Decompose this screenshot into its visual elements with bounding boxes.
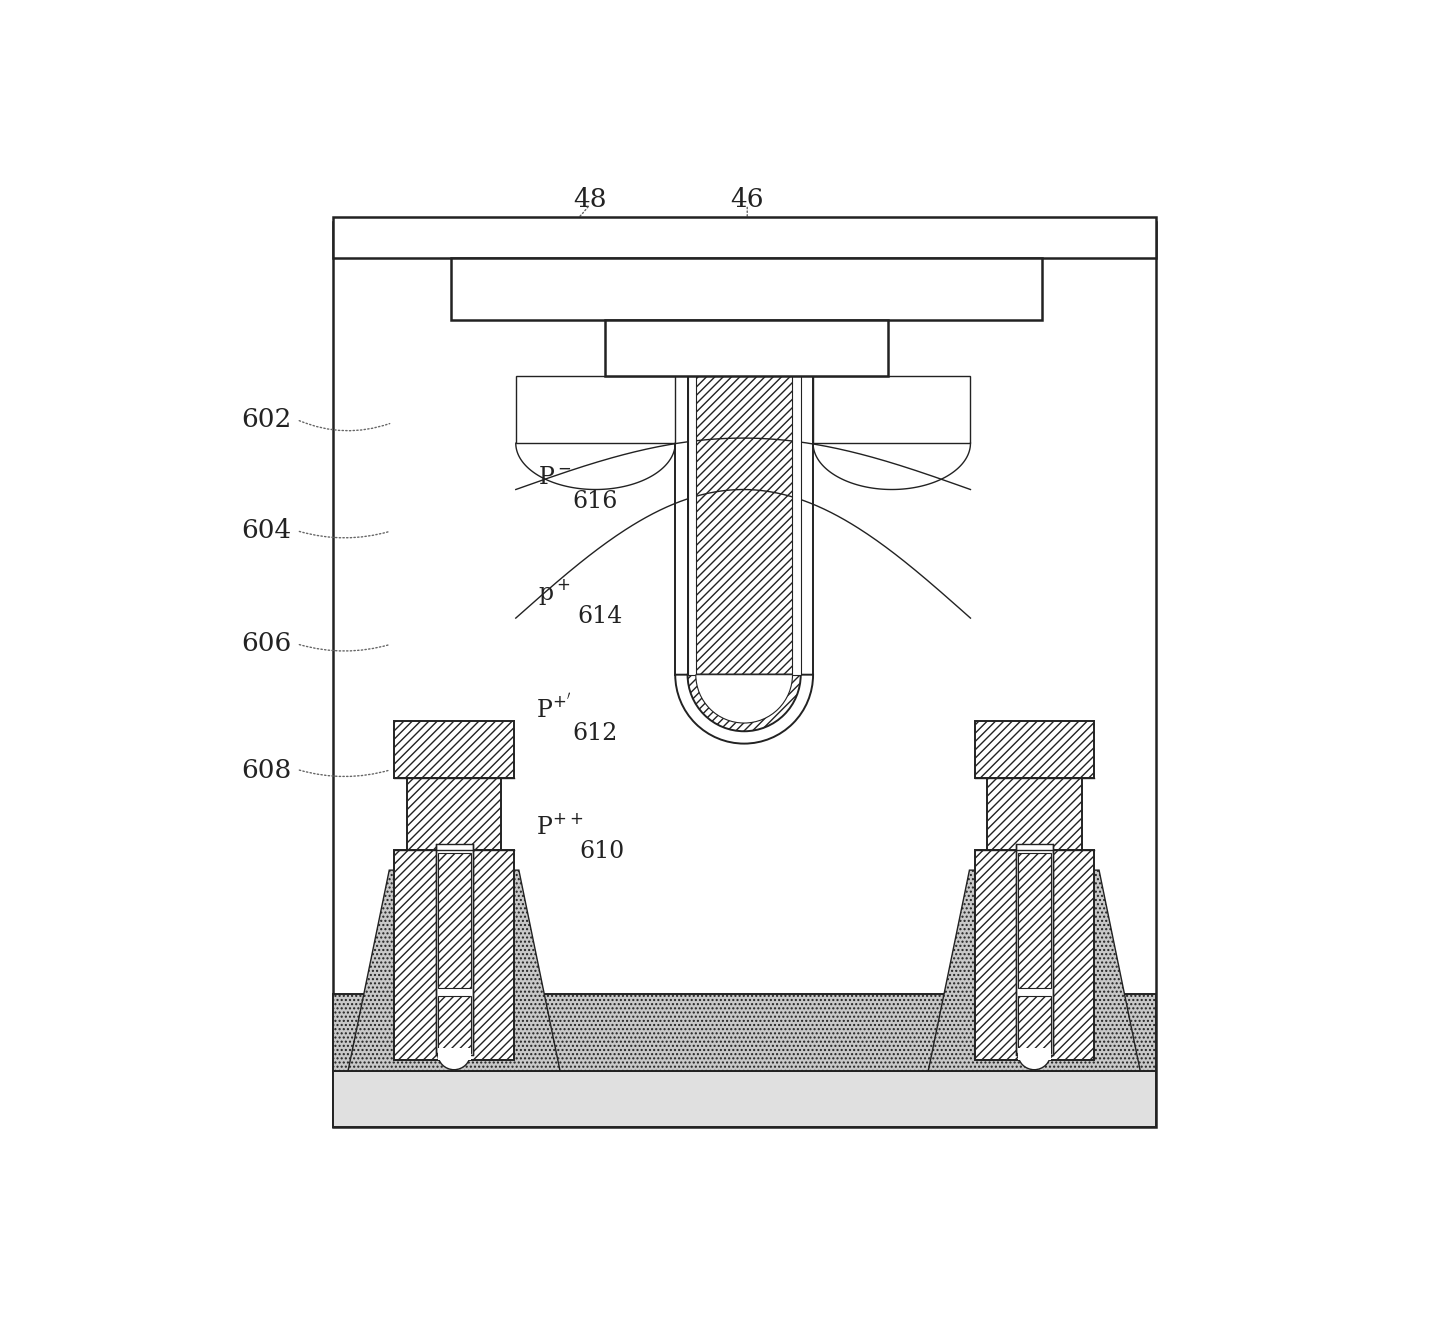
Text: 46: 46	[730, 187, 764, 212]
Bar	[688, 377, 696, 675]
Bar	[515, 377, 675, 444]
Bar	[333, 216, 1156, 258]
Bar	[793, 377, 800, 675]
Bar	[987, 778, 1082, 850]
Text: N+: N+	[864, 381, 902, 402]
Text: 608: 608	[241, 758, 292, 783]
Polygon shape	[348, 870, 560, 1070]
Polygon shape	[928, 870, 1140, 1070]
Bar	[395, 850, 514, 1061]
Text: 614: 614	[578, 605, 623, 628]
Wedge shape	[437, 1053, 470, 1070]
Bar	[407, 778, 501, 850]
Text: p$^+$: p$^+$	[539, 577, 571, 608]
Text: 602: 602	[241, 407, 292, 432]
Bar	[1016, 844, 1053, 1055]
Text: 604: 604	[241, 518, 292, 544]
Wedge shape	[696, 675, 793, 723]
Text: P$^{+'}$: P$^{+'}$	[536, 693, 572, 723]
Bar	[813, 377, 970, 444]
Bar	[1018, 852, 1051, 989]
Text: 606: 606	[241, 632, 292, 656]
Bar	[605, 319, 889, 377]
Wedge shape	[1018, 1053, 1051, 1070]
Bar	[333, 994, 1156, 1070]
Wedge shape	[675, 675, 813, 744]
Bar	[1018, 995, 1051, 1053]
Text: P$^{++}$: P$^{++}$	[536, 815, 584, 839]
Bar	[675, 377, 688, 675]
Text: N+: N+	[530, 381, 568, 402]
Bar	[800, 377, 813, 675]
Bar	[333, 1070, 1156, 1128]
Bar	[1018, 1049, 1051, 1061]
Bar	[452, 258, 1043, 319]
Bar	[436, 844, 472, 1055]
Bar	[395, 721, 514, 778]
Bar	[974, 850, 1093, 1061]
Bar	[437, 852, 470, 989]
Text: 48: 48	[574, 187, 607, 212]
Bar	[333, 222, 1156, 1128]
Bar	[437, 1049, 470, 1061]
Bar	[974, 721, 1093, 778]
Text: P$^-$: P$^-$	[539, 466, 572, 489]
Text: 616: 616	[572, 490, 617, 513]
Text: 610: 610	[579, 840, 624, 863]
Wedge shape	[688, 675, 800, 731]
Bar	[437, 995, 470, 1053]
Bar	[688, 377, 800, 675]
Text: 612: 612	[572, 721, 617, 744]
